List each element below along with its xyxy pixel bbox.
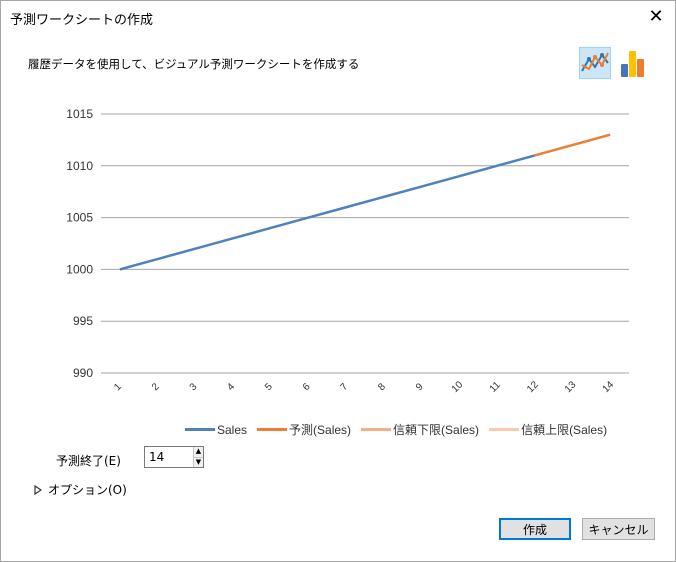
dialog-title: 予測ワークシートの作成 [10,13,154,28]
bar-chart-icon[interactable] [617,47,649,79]
close-icon[interactable]: ✕ [648,6,664,27]
y-tick-label: 1000 [66,262,93,276]
chart-series [119,133,611,271]
legend-label: 信頼上限(Sales) [521,423,608,437]
x-tick-label: 1 [112,381,124,393]
x-tick-label: 8 [376,381,388,393]
line-chart-icon[interactable] [579,47,611,79]
x-tick-label: 7 [339,381,351,393]
x-tick-label: 6 [301,381,313,393]
x-tick-label: 9 [414,381,426,393]
forecast-end-stepper[interactable]: ▲ ▼ [144,446,204,468]
legend-label: 信頼下限(Sales) [393,423,480,437]
x-tick-label: 10 [450,379,466,395]
x-axis-ticks: 1 2 3 4 5 6 7 8 9 10 11 12 13 14 [112,379,616,395]
legend-swatch [361,428,392,431]
x-tick-label: 4 [225,381,237,393]
cancel-button[interactable]: キャンセル [582,518,655,540]
legend-item: 信頼下限(Sales) [361,421,479,438]
y-axis-ticks: 990 995 1000 1005 1010 1015 [66,107,93,380]
chart-legend: Sales 予測(Sales) 信頼下限(Sales) 信頼上限(Sales) [185,421,607,438]
y-tick-label: 995 [73,314,93,328]
legend-item: Sales [185,421,247,438]
x-tick-label: 14 [601,379,617,395]
chart-gridlines [101,113,629,374]
legend-label: Sales [217,422,248,437]
x-tick-label: 12 [525,379,541,395]
legend-item: 予測(Sales) [257,421,351,438]
x-tick-label: 5 [263,381,275,393]
x-tick-label: 2 [150,381,162,393]
spin-down-icon[interactable]: ▼ [194,457,203,467]
x-tick-label: 13 [563,379,579,395]
series-line [119,154,536,271]
forecast-end-input[interactable] [145,447,193,467]
forecast-end-label: 予測終了(E) [56,454,121,468]
spin-up-icon[interactable]: ▲ [194,447,203,458]
stepper-buttons: ▲ ▼ [193,447,203,467]
y-tick-label: 990 [73,366,93,380]
legend-item: 信頼上限(Sales) [489,421,607,438]
y-tick-label: 1005 [66,211,93,225]
legend-swatch [185,428,215,431]
legend-label: 予測(Sales) [289,423,352,437]
options-expander[interactable]: オプション(O) [34,481,127,498]
options-label: オプション(O) [48,483,127,497]
legend-swatch [489,428,520,431]
create-button[interactable]: 作成 [499,518,571,540]
dialog-description: 履歴データを使用して、ビジュアル予測ワークシートを作成する [28,57,360,71]
y-tick-label: 1010 [66,159,93,173]
legend-swatch [257,428,288,431]
x-tick-label: 11 [488,379,503,394]
series-line [534,133,611,157]
chart-type-selector [579,47,649,79]
y-tick-label: 1015 [66,107,93,121]
expand-triangle-icon [34,484,42,495]
x-tick-label: 3 [188,381,200,393]
